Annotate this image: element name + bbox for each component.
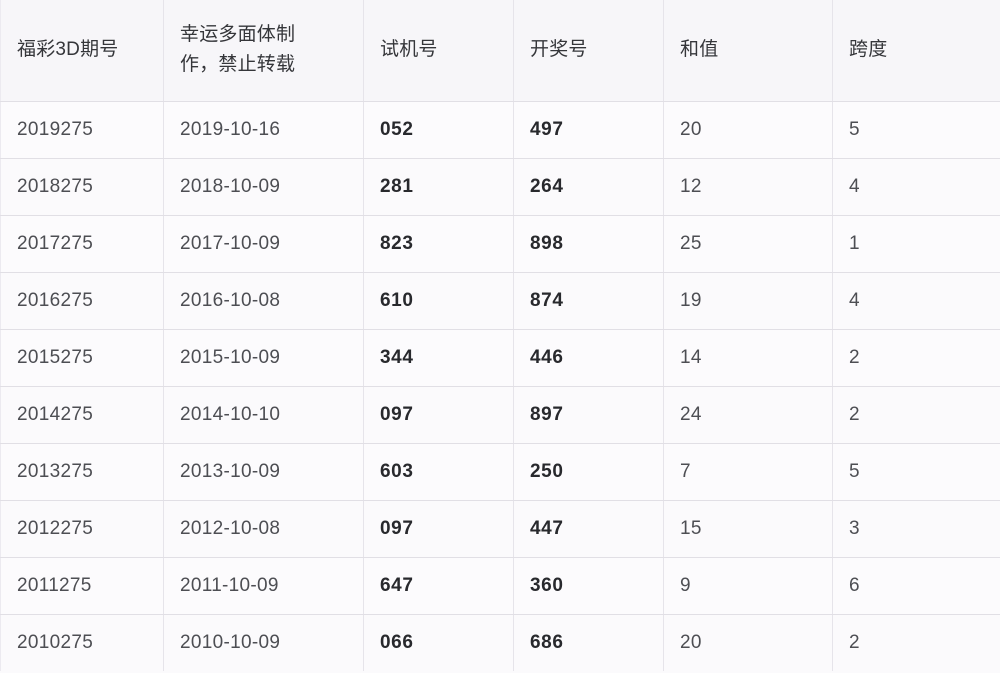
table-row[interactable]: 2014275 2014-10-10 097 897 24 2 <box>0 386 1000 444</box>
cell-sum: 12 <box>663 158 833 216</box>
cell-date: 2017-10-09 <box>163 215 364 273</box>
table-row[interactable]: 2012275 2012-10-08 097 447 15 3 <box>0 500 1000 558</box>
cell-date: 2019-10-16 <box>163 101 364 159</box>
cell-issue: 2011275 <box>0 557 164 615</box>
column-header-sum[interactable]: 和值 <box>663 0 833 102</box>
cell-issue: 2014275 <box>0 386 164 444</box>
cell-test-num: 097 <box>363 386 514 444</box>
cell-date: 2015-10-09 <box>163 329 364 387</box>
table-row[interactable]: 2019275 2019-10-16 052 497 20 5 <box>0 101 1000 159</box>
column-header-date[interactable]: 幸运多面体制 作，禁止转载 <box>163 0 364 102</box>
cell-test-num: 823 <box>363 215 514 273</box>
cell-test-num: 052 <box>363 101 514 159</box>
cell-draw-num: 446 <box>513 329 664 387</box>
cell-span: 5 <box>832 101 1000 159</box>
cell-date: 2010-10-09 <box>163 614 364 671</box>
cell-draw-num: 897 <box>513 386 664 444</box>
cell-span: 2 <box>832 614 1000 671</box>
table-row[interactable]: 2015275 2015-10-09 344 446 14 2 <box>0 329 1000 387</box>
cell-sum: 15 <box>663 500 833 558</box>
cell-test-num: 603 <box>363 443 514 501</box>
cell-date: 2014-10-10 <box>163 386 364 444</box>
cell-issue: 2019275 <box>0 101 164 159</box>
cell-draw-num: 250 <box>513 443 664 501</box>
column-header-issue[interactable]: 福彩3D期号 <box>0 0 164 102</box>
cell-date: 2018-10-09 <box>163 158 364 216</box>
table-row[interactable]: 2016275 2016-10-08 610 874 19 4 <box>0 272 1000 330</box>
table-row[interactable]: 2013275 2013-10-09 603 250 7 5 <box>0 443 1000 501</box>
cell-sum: 19 <box>663 272 833 330</box>
cell-date: 2016-10-08 <box>163 272 364 330</box>
cell-sum: 14 <box>663 329 833 387</box>
cell-span: 1 <box>832 215 1000 273</box>
table-row[interactable]: 2018275 2018-10-09 281 264 12 4 <box>0 158 1000 216</box>
cell-sum: 20 <box>663 101 833 159</box>
cell-test-num: 097 <box>363 500 514 558</box>
cell-draw-num: 898 <box>513 215 664 273</box>
cell-sum: 20 <box>663 614 833 671</box>
table-header-row: 福彩3D期号 幸运多面体制 作，禁止转载 试机号 开奖号 和值 跨度 <box>0 0 1000 102</box>
cell-test-num: 610 <box>363 272 514 330</box>
cell-draw-num: 497 <box>513 101 664 159</box>
cell-draw-num: 264 <box>513 158 664 216</box>
cell-issue: 2013275 <box>0 443 164 501</box>
cell-issue: 2010275 <box>0 614 164 671</box>
cell-span: 2 <box>832 386 1000 444</box>
cell-sum: 9 <box>663 557 833 615</box>
cell-test-num: 344 <box>363 329 514 387</box>
cell-span: 4 <box>832 272 1000 330</box>
cell-date: 2012-10-08 <box>163 500 364 558</box>
cell-date: 2011-10-09 <box>163 557 364 615</box>
cell-sum: 25 <box>663 215 833 273</box>
cell-issue: 2016275 <box>0 272 164 330</box>
column-header-test-num[interactable]: 试机号 <box>363 0 514 102</box>
cell-draw-num: 686 <box>513 614 664 671</box>
cell-test-num: 281 <box>363 158 514 216</box>
column-header-draw-num[interactable]: 开奖号 <box>513 0 664 102</box>
cell-draw-num: 447 <box>513 500 664 558</box>
cell-date: 2013-10-09 <box>163 443 364 501</box>
cell-sum: 7 <box>663 443 833 501</box>
cell-issue: 2017275 <box>0 215 164 273</box>
table-row[interactable]: 2017275 2017-10-09 823 898 25 1 <box>0 215 1000 273</box>
cell-issue: 2015275 <box>0 329 164 387</box>
table-header: 福彩3D期号 幸运多面体制 作，禁止转载 试机号 开奖号 和值 跨度 <box>0 0 1000 102</box>
table-row[interactable]: 2011275 2011-10-09 647 360 9 6 <box>0 557 1000 615</box>
cell-test-num: 066 <box>363 614 514 671</box>
cell-span: 3 <box>832 500 1000 558</box>
cell-issue: 2018275 <box>0 158 164 216</box>
cell-span: 2 <box>832 329 1000 387</box>
cell-span: 6 <box>832 557 1000 615</box>
cell-issue: 2012275 <box>0 500 164 558</box>
cell-draw-num: 360 <box>513 557 664 615</box>
column-header-span[interactable]: 跨度 <box>832 0 1000 102</box>
cell-span: 4 <box>832 158 1000 216</box>
table-body: 2019275 2019-10-16 052 497 20 5 2018275 … <box>0 101 1000 671</box>
cell-draw-num: 874 <box>513 272 664 330</box>
cell-test-num: 647 <box>363 557 514 615</box>
table-row[interactable]: 2010275 2010-10-09 066 686 20 2 <box>0 614 1000 671</box>
cell-span: 5 <box>832 443 1000 501</box>
cell-sum: 24 <box>663 386 833 444</box>
